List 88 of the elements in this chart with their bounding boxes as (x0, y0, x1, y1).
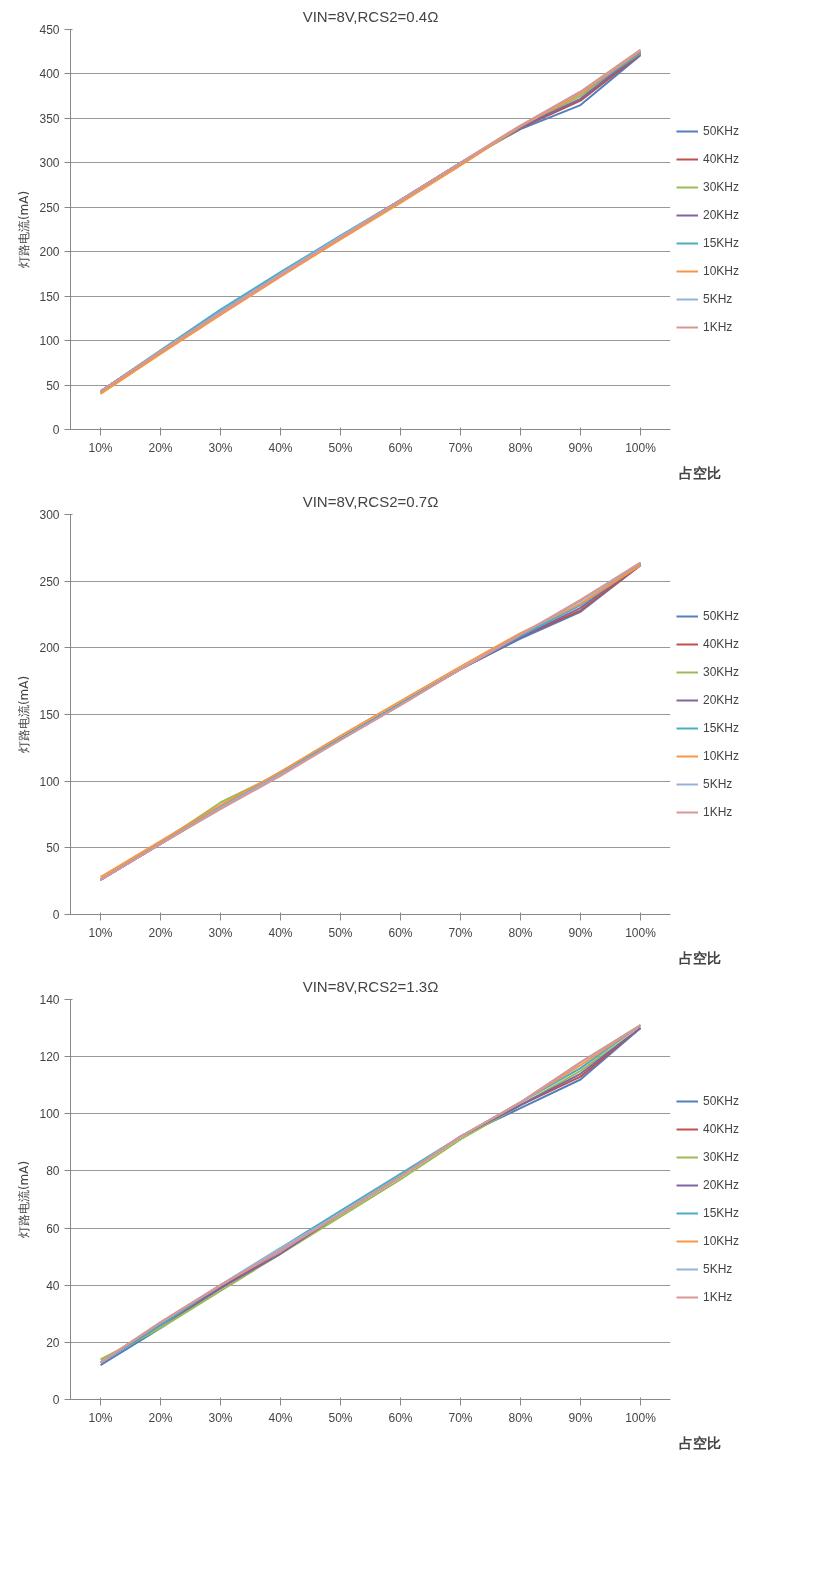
x-tick-label: 30% (208, 925, 233, 940)
y-axis-title: 灯路电流(mA) (17, 1160, 32, 1239)
x-tick-label: 100% (625, 440, 657, 455)
x-tick-label: 80% (508, 440, 533, 455)
y-tick-label: 350 (39, 111, 60, 126)
x-axis-title: 占空比 (678, 464, 721, 481)
x-tick-label: 90% (568, 440, 593, 455)
y-tick-label: 300 (39, 508, 60, 522)
legend-label: 40KHz (703, 637, 740, 651)
y-tick-label: 100 (39, 334, 60, 349)
x-tick-label: 70% (448, 925, 473, 940)
legend-label: 15KHz (703, 721, 740, 735)
y-tick-label: 0 (52, 1393, 60, 1407)
y-tick-label: 200 (39, 641, 60, 656)
y-tick-label: 300 (39, 156, 60, 171)
x-tick-label: 30% (208, 1410, 233, 1425)
y-tick-label: 50 (46, 841, 60, 856)
y-tick-label: 60 (46, 1221, 60, 1236)
legend-label: 15KHz (703, 236, 740, 250)
legend-label: 30KHz (703, 1150, 740, 1164)
y-tick-label: 140 (39, 993, 60, 1007)
chart-title: VIN=8V,RCS2=0.4Ω (302, 7, 439, 25)
x-tick-label: 90% (568, 1410, 593, 1425)
y-tick-label: 0 (52, 423, 60, 437)
legend-label: 5KHz (703, 777, 733, 791)
legend-label: 1KHz (703, 1290, 733, 1304)
y-tick-label: 150 (39, 708, 60, 722)
y-tick-label: 450 (39, 23, 60, 37)
y-tick-label: 250 (39, 200, 60, 215)
x-tick-label: 20% (148, 440, 173, 455)
y-tick-label: 100 (39, 1107, 60, 1122)
legend-label: 5KHz (703, 292, 733, 306)
x-tick-label: 50% (328, 440, 353, 455)
y-tick-label: 120 (39, 1050, 60, 1065)
y-tick-label: 100 (39, 774, 60, 789)
y-tick-label: 250 (39, 574, 60, 589)
legend-label: 30KHz (703, 180, 740, 194)
legend-label: 40KHz (703, 1122, 740, 1136)
x-tick-label: 80% (508, 925, 533, 940)
legend-label: 20KHz (703, 208, 740, 222)
x-tick-label: 30% (208, 440, 233, 455)
legend-label: 50KHz (703, 1094, 740, 1108)
legend-label: 40KHz (703, 152, 740, 166)
legend-label: 10KHz (703, 1234, 740, 1248)
x-tick-label: 60% (388, 440, 413, 455)
x-tick-label: 50% (328, 925, 353, 940)
legend-label: 20KHz (703, 693, 740, 707)
legend-label: 15KHz (703, 1206, 740, 1220)
x-tick-label: 70% (448, 1410, 473, 1425)
legend-label: 10KHz (703, 749, 740, 763)
chart-title: VIN=8V,RCS2=0.7Ω (302, 492, 439, 510)
legend-label: 50KHz (703, 124, 740, 138)
legend-label: 50KHz (703, 609, 740, 623)
x-tick-label: 70% (448, 440, 473, 455)
y-axis-title: 灯路电流(mA) (17, 190, 32, 269)
y-tick-label: 150 (39, 289, 60, 304)
legend-label: 30KHz (703, 665, 740, 679)
x-tick-label: 40% (268, 1410, 293, 1425)
x-tick-label: 20% (148, 925, 173, 940)
legend-label: 20KHz (703, 1178, 740, 1192)
y-tick-label: 400 (39, 67, 60, 82)
y-tick-label: 20 (46, 1335, 60, 1350)
y-tick-label: 0 (52, 908, 60, 922)
x-tick-label: 100% (625, 925, 657, 940)
y-tick-label: 200 (39, 245, 60, 260)
x-tick-label: 50% (328, 1410, 353, 1425)
y-tick-label: 80 (46, 1164, 60, 1179)
legend-label: 1KHz (703, 805, 733, 819)
x-tick-label: 100% (625, 1410, 657, 1425)
y-tick-label: 40 (46, 1278, 60, 1293)
y-axis-title: 灯路电流(mA) (17, 675, 32, 754)
legend-label: 10KHz (703, 264, 740, 278)
chart-title: VIN=8V,RCS2=1.3Ω (302, 977, 439, 995)
x-axis-title: 占空比 (678, 1434, 721, 1451)
x-tick-label: 60% (388, 1410, 413, 1425)
x-tick-label: 40% (268, 440, 293, 455)
x-tick-label: 40% (268, 925, 293, 940)
legend-label: 1KHz (703, 320, 733, 334)
x-tick-label: 90% (568, 925, 593, 940)
x-tick-label: 60% (388, 925, 413, 940)
x-tick-label: 10% (88, 1410, 113, 1425)
x-tick-label: 10% (88, 925, 113, 940)
x-tick-label: 10% (88, 440, 113, 455)
x-axis-title: 占空比 (678, 949, 721, 966)
x-tick-label: 80% (508, 1410, 533, 1425)
legend-label: 5KHz (703, 1262, 733, 1276)
x-tick-label: 20% (148, 1410, 173, 1425)
y-tick-label: 50 (46, 378, 60, 393)
